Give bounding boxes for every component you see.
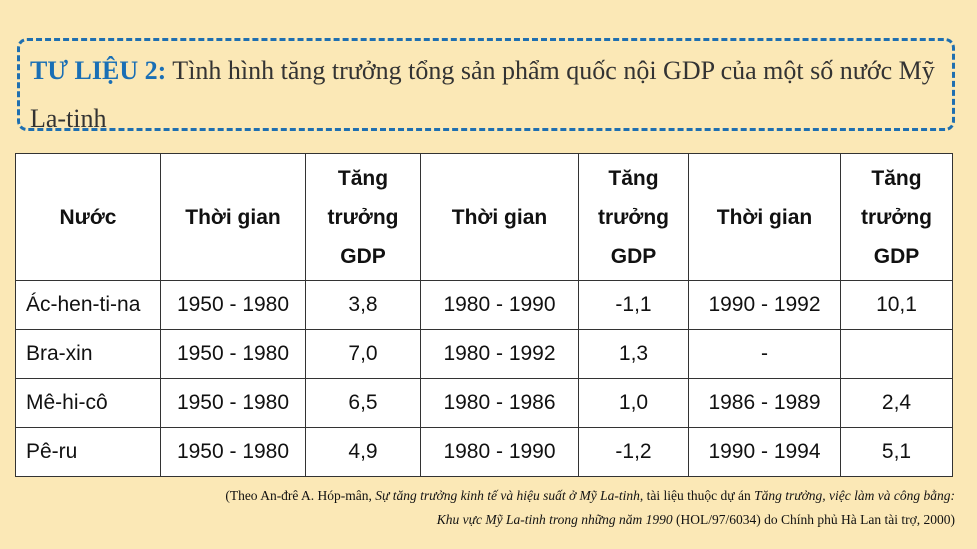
table-cell: -1,2 (578, 427, 689, 477)
table-cell: 1,3 (578, 329, 689, 379)
table-row: Ác-hen-ti-na 1950 - 1980 3,8 1980 - 1990 -1,… (15, 280, 953, 330)
source-title: Tình hình tăng trưởng tổng sản phẩm quốc… (30, 56, 935, 133)
table-cell: 1990 - 1994 (688, 427, 841, 477)
column-header: Tăng trưởng GDP (578, 153, 689, 281)
source-citation: (Theo An-đrê A. Hóp-mân, Sự tăng trưởng … (225, 484, 955, 532)
table-cell: Mê-hi-cô (15, 378, 161, 428)
table-cell: -1,1 (578, 280, 689, 330)
table-cell: 1950 - 1980 (160, 280, 306, 330)
gdp-table: Nước Thời gian Tăng trưởng GDP Thời gian Tăn… (15, 153, 953, 477)
table-cell: 1,0 (578, 378, 689, 428)
table-cell: 7,0 (305, 329, 421, 379)
source-label: TƯ LIỆU 2: (30, 56, 167, 85)
table-cell: 1980 - 1990 (420, 280, 579, 330)
citation-project: Tăng trưởng, việc làm và công bằng: (754, 488, 955, 503)
table-header-row: Nước Thời gian Tăng trưởng GDP Thời gian Tăn… (15, 153, 953, 281)
table-cell: 6,5 (305, 378, 421, 428)
table-cell: 1980 - 1990 (420, 427, 579, 477)
table-cell: - (688, 329, 841, 379)
citation-project: Khu vực Mỹ La-tinh trong những năm 1990 (436, 512, 673, 527)
table-cell: Ác-hen-ti-na (15, 280, 161, 330)
column-header: Thời gian (688, 153, 841, 281)
table-cell (840, 329, 953, 379)
table-cell: 1950 - 1980 (160, 329, 306, 379)
table-row: Pê-ru 1950 - 1980 4,9 1980 - 1990 -1,2 1990 -… (15, 427, 953, 477)
table-cell: 1950 - 1980 (160, 378, 306, 428)
column-header: Nước (15, 153, 161, 281)
table-cell: 1986 - 1989 (688, 378, 841, 428)
table-cell: 1990 - 1992 (688, 280, 841, 330)
table-row: Bra-xin 1950 - 1980 7,0 1980 - 1992 1,3- (15, 329, 953, 379)
column-header: Tăng trưởng GDP (840, 153, 953, 281)
citation-text: , tài liệu thuộc dự án (639, 488, 755, 503)
table-cell: 1980 - 1986 (420, 378, 579, 428)
citation-text: (HOL/97/6034) do Chính phủ Hà Lan tài tr… (672, 512, 955, 527)
column-header: Thời gian (160, 153, 306, 281)
table-cell: 1980 - 1992 (420, 329, 579, 379)
table-cell: 1950 - 1980 (160, 427, 306, 477)
table-cell: Pê-ru (15, 427, 161, 477)
table-cell: 2,4 (840, 378, 953, 428)
column-header: Thời gian (420, 153, 579, 281)
citation-text: (Theo An-đrê A. Hóp-mân, (225, 488, 376, 503)
table-cell: 4,9 (305, 427, 421, 477)
table-cell: Bra-xin (15, 329, 161, 379)
table-cell: 5,1 (840, 427, 953, 477)
citation-title: Sự tăng trưởng kinh tế và hiệu suất ở Mỹ… (375, 488, 640, 503)
source-title-box: TƯ LIỆU 2: Tình hình tăng trưởng tổng sả… (17, 38, 955, 133)
table-row: Mê-hi-cô 1950 - 1980 6,5 1980 - 1986 1,0 1986… (15, 378, 953, 428)
table-cell: 10,1 (840, 280, 953, 330)
table-cell: 3,8 (305, 280, 421, 330)
column-header: Tăng trưởng GDP (305, 153, 421, 281)
